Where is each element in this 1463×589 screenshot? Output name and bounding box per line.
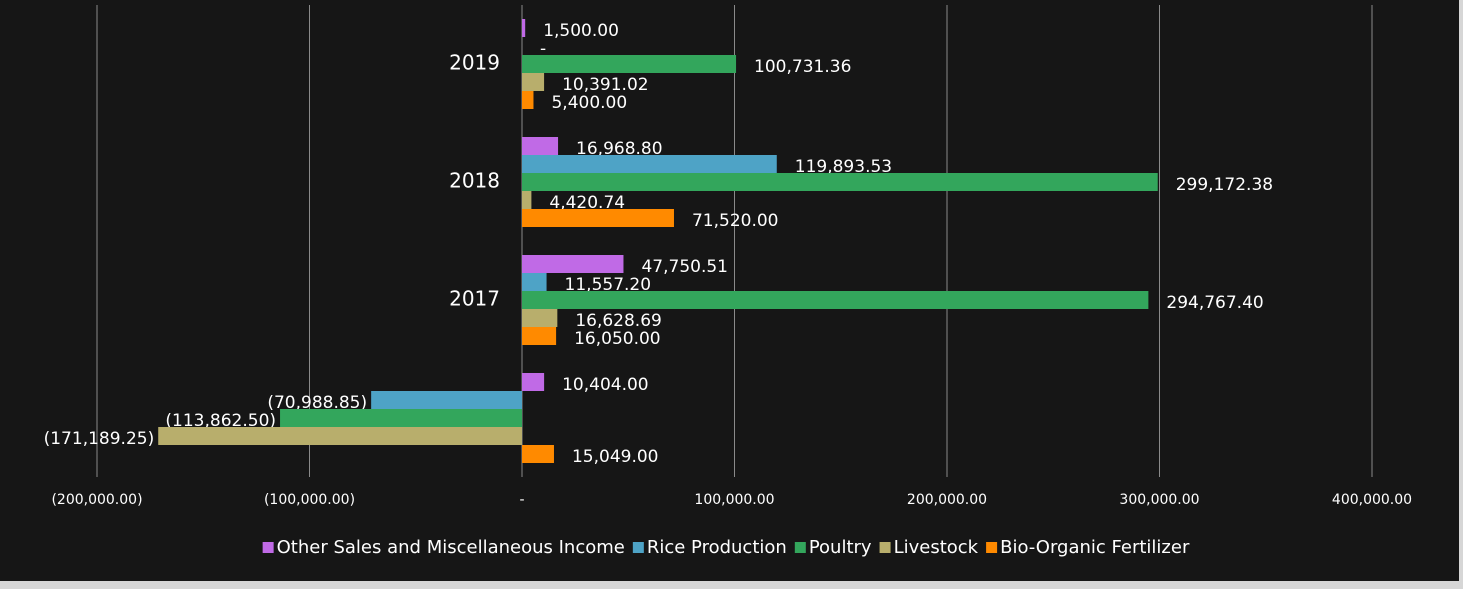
data-label: 16,968.80 <box>576 139 663 159</box>
data-label: 1,500.00 <box>543 21 619 41</box>
x-tick-label: 400,000.00 <box>1332 492 1412 508</box>
legend-swatch <box>879 542 891 553</box>
data-label: 16,050.00 <box>574 329 661 349</box>
bar <box>522 173 1158 191</box>
x-tick-label: 200,000.00 <box>907 492 987 508</box>
legend-label: Poultry <box>809 537 872 558</box>
data-label: 15,049.00 <box>572 447 659 467</box>
bar <box>522 155 777 173</box>
legend-label: Other Sales and Miscellaneous Income <box>277 537 625 558</box>
bar <box>280 409 522 427</box>
data-label: 10,404.00 <box>562 375 649 395</box>
x-tick-label: (100,000.00) <box>264 492 355 508</box>
bar <box>522 273 547 291</box>
data-label: 299,172.38 <box>1176 175 1273 195</box>
bar <box>522 91 534 109</box>
bar <box>522 373 545 391</box>
data-label: 16,628.69 <box>575 311 662 331</box>
legend-label: Livestock <box>894 537 979 558</box>
x-tick-label: (200,000.00) <box>51 492 142 508</box>
bar <box>522 309 558 327</box>
category-label: 2017 <box>449 287 500 311</box>
data-label: 4,420.74 <box>549 193 625 213</box>
bar <box>371 391 522 409</box>
legend-swatch <box>794 542 806 553</box>
x-tick-label: - <box>519 492 524 508</box>
data-label: 71,520.00 <box>692 211 779 231</box>
bar <box>522 55 737 73</box>
bar <box>522 445 554 463</box>
bar <box>522 137 559 155</box>
data-label: 11,557.20 <box>565 275 652 295</box>
data-label: 100,731.36 <box>754 57 851 77</box>
data-label: (70,988.85) <box>267 393 367 413</box>
bar <box>158 427 522 445</box>
bar <box>522 327 557 345</box>
bar <box>522 255 624 273</box>
category-label: 2019 <box>449 51 500 75</box>
data-label: 5,400.00 <box>551 93 627 113</box>
x-tick-label: 300,000.00 <box>1119 492 1199 508</box>
bar <box>522 191 532 209</box>
legend-swatch <box>632 542 644 553</box>
bar <box>522 73 545 91</box>
data-label: 119,893.53 <box>795 157 892 177</box>
data-label: 10,391.02 <box>562 75 649 95</box>
legend-label: Bio-Organic Fertilizer <box>1000 537 1190 558</box>
bar <box>522 291 1149 309</box>
legend-swatch <box>262 542 274 553</box>
bar <box>522 209 674 227</box>
x-tick-label: 100,000.00 <box>694 492 774 508</box>
legend-swatch <box>986 542 998 553</box>
data-label: 47,750.51 <box>641 257 728 277</box>
bar <box>522 19 526 37</box>
data-label: (171,189.25) <box>44 429 155 449</box>
data-label: 294,767.40 <box>1166 293 1263 313</box>
category-label: 2018 <box>449 169 500 193</box>
data-label: - <box>540 39 546 59</box>
data-label: (113,862.50) <box>165 411 276 431</box>
legend-label: Rice Production <box>647 537 787 558</box>
